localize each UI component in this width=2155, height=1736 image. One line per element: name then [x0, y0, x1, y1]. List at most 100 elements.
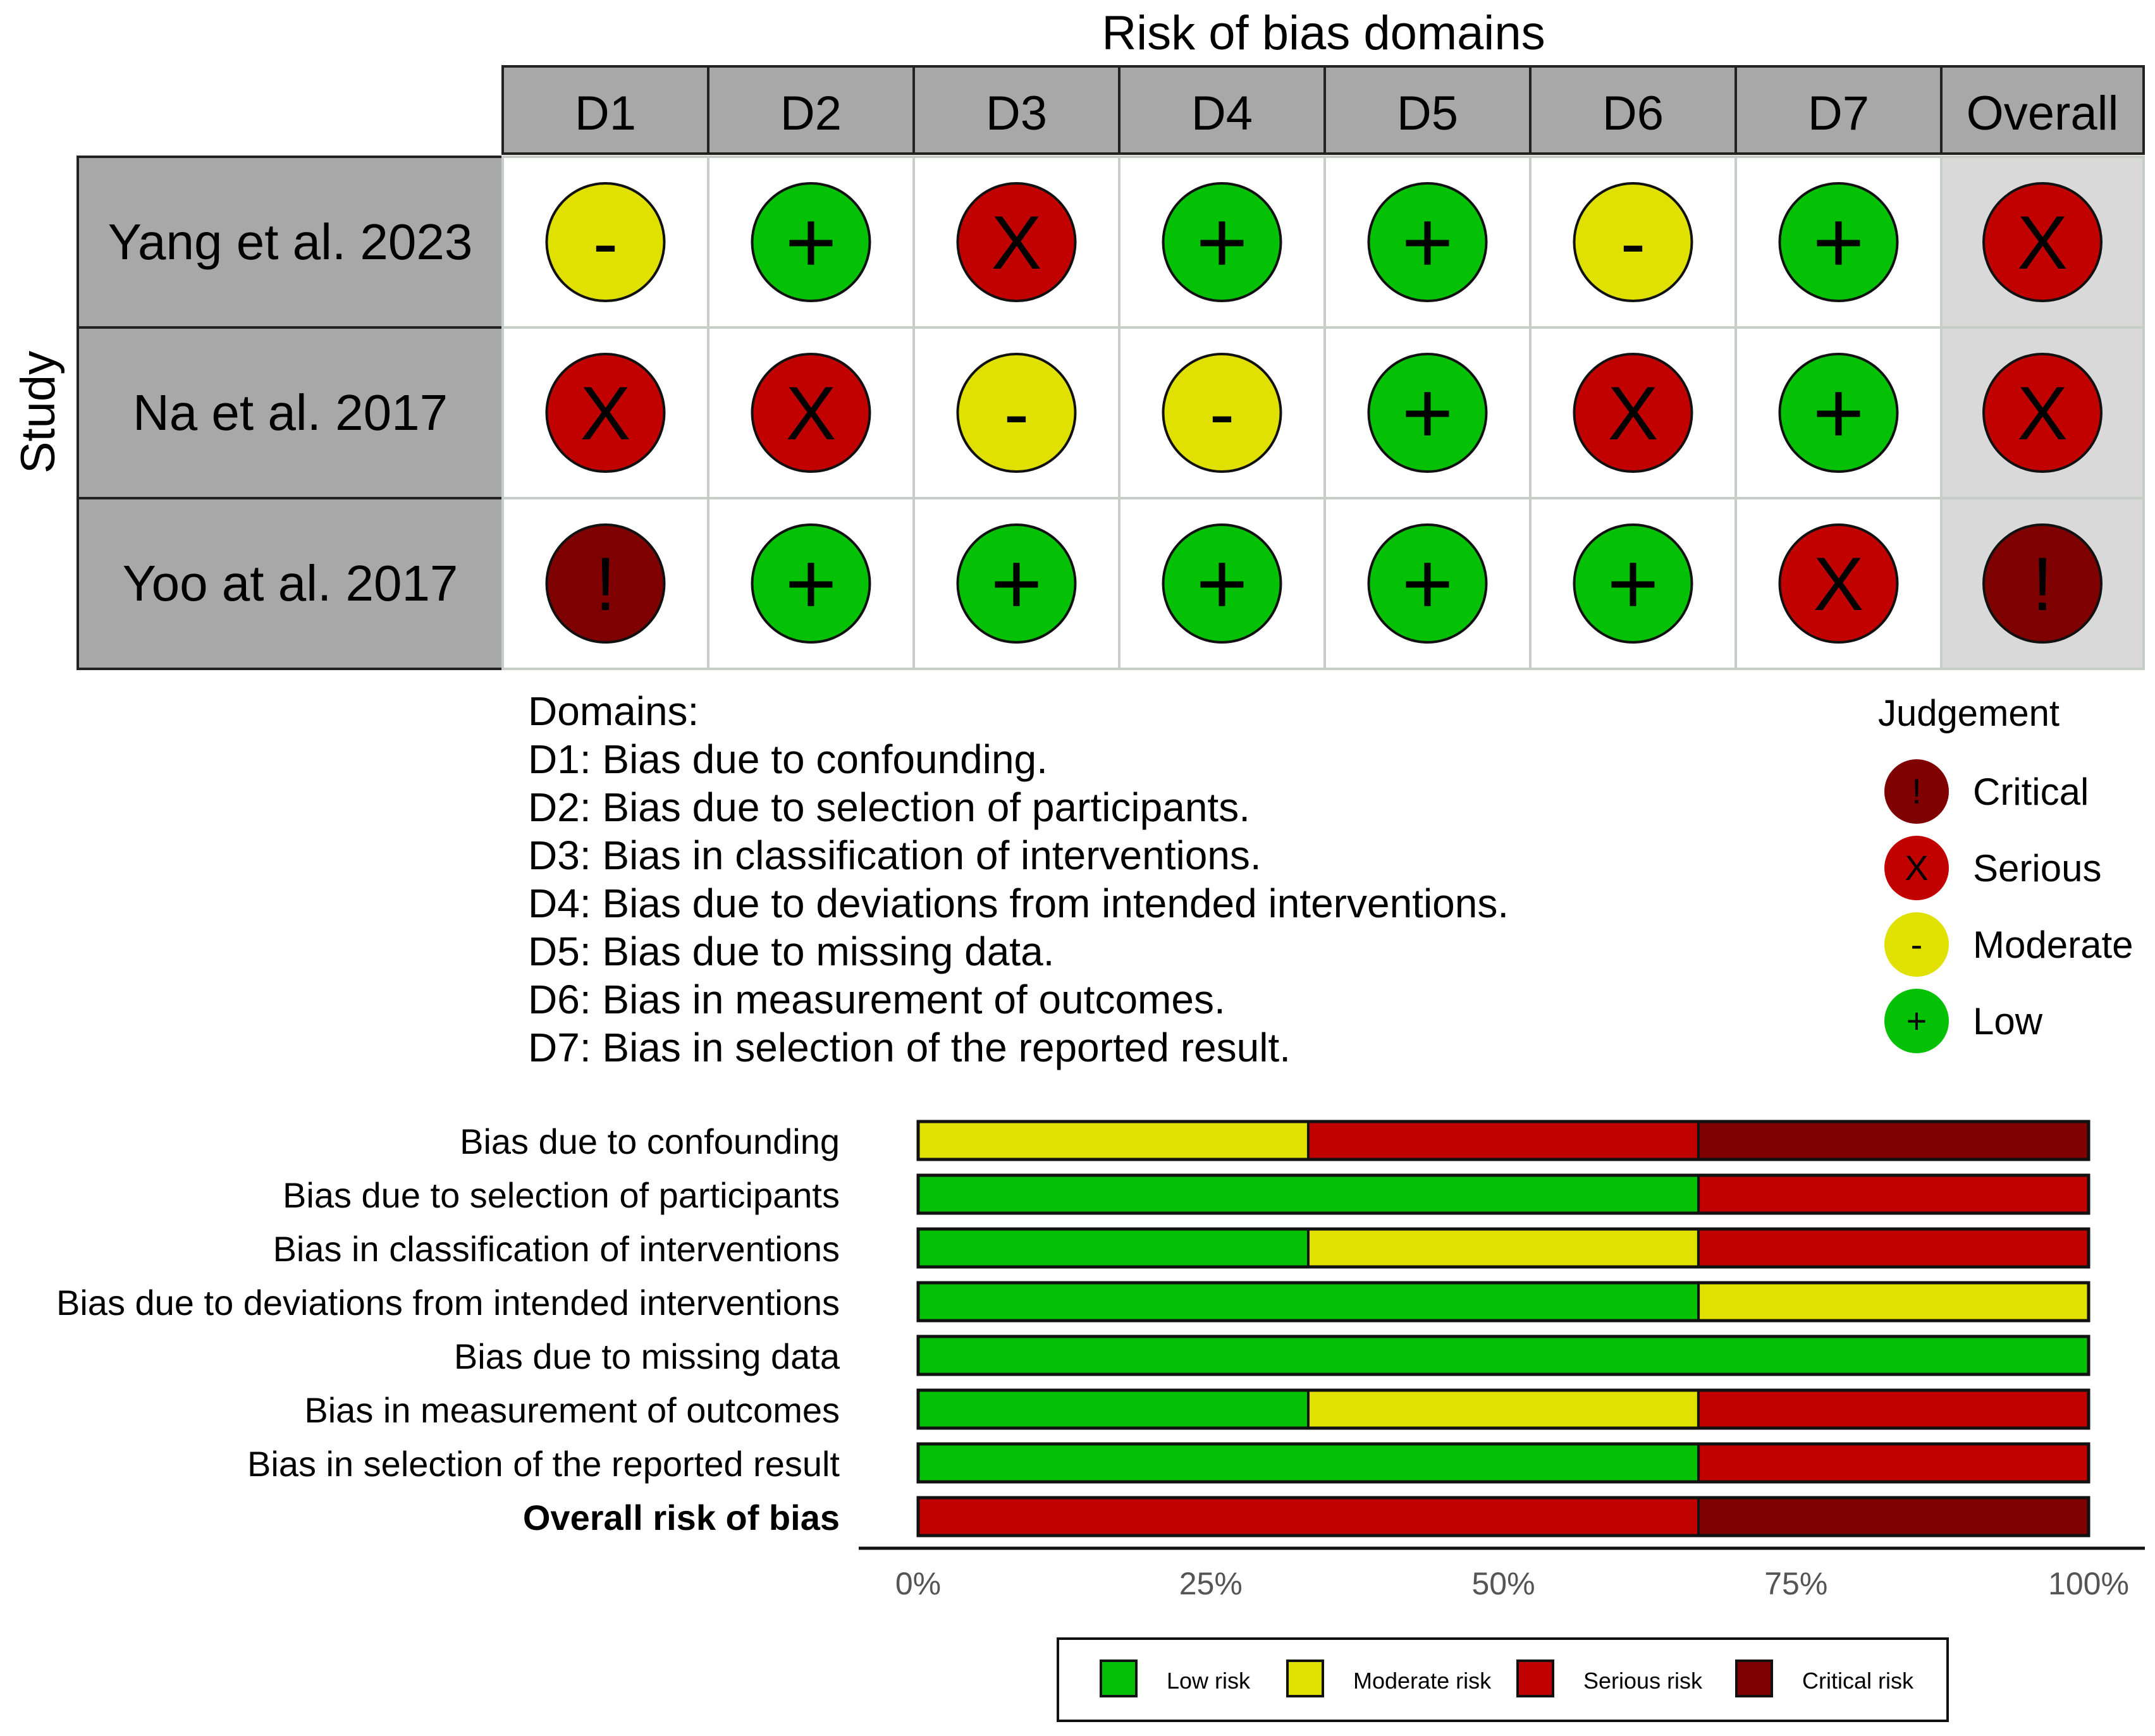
judgement-symbol — [1367, 182, 1488, 302]
judgement-legend-label: Critical — [1973, 771, 2089, 813]
bar-segment — [1308, 1390, 1698, 1428]
risk-legend-label: Moderate risk — [1353, 1668, 1492, 1694]
bar-segment — [1308, 1122, 1698, 1159]
summary-bars: Bias due to confounding Bias due to selec… — [56, 1120, 2091, 1537]
column-header-label: D4 — [1191, 87, 1253, 140]
bar-segment — [1698, 1444, 2089, 1482]
judgement-legend-symbol — [1884, 759, 1949, 824]
judgement-glyph: X — [1813, 542, 1863, 627]
domain-item: D3: Bias in classification of interventi… — [528, 833, 1262, 878]
judgement-glyph: + — [1402, 534, 1454, 633]
study-label: Yang et al. 2023 — [108, 214, 473, 270]
judgement-symbol — [1982, 353, 2103, 473]
judgement-symbol — [1573, 182, 1693, 302]
judgement-symbol — [1573, 523, 1693, 644]
table-rows: Yang et al. 2023 - + X + + - + X Na et al. 2017 X X… — [77, 156, 2145, 670]
bar-outline — [916, 1442, 2091, 1484]
judgement-glyph: ! — [2032, 542, 2053, 627]
judgement-symbol — [751, 182, 871, 302]
category-label: Bias due to deviations from intended int… — [56, 1283, 840, 1323]
column-header-label: D7 — [1808, 87, 1869, 140]
x-tick-label: 100% — [2048, 1566, 2129, 1601]
bar-outline — [916, 1120, 2091, 1161]
bar-segment — [1698, 1498, 2089, 1536]
judgement-glyph: X — [1607, 371, 1658, 456]
judgement-legend-label: Low — [1973, 1000, 2043, 1042]
domain-item: D7: Bias in selection of the reported re… — [528, 1025, 1291, 1070]
bar-segment — [918, 1390, 1308, 1428]
domain-item: D4: Bias due to deviations from intended… — [528, 881, 1509, 926]
column-header-cell — [501, 65, 709, 155]
judgement-glyph: + — [785, 192, 837, 291]
bar-segment — [1698, 1390, 2089, 1428]
category-label: Bias due to selection of participants — [283, 1175, 840, 1215]
column-header-cell — [1940, 65, 2145, 155]
column-header-cell — [1734, 65, 1943, 155]
column-header-label: D3 — [986, 87, 1047, 140]
category-label: Bias in classification of interventions — [273, 1229, 840, 1269]
judgement-legend-symbol — [1884, 912, 1949, 977]
bar-segment — [1308, 1229, 1698, 1267]
judgement-legend-glyph: X — [1905, 848, 1928, 888]
judgement-symbol — [545, 353, 666, 473]
judgement-glyph: - — [1621, 200, 1646, 285]
judgement-symbol — [1367, 523, 1488, 644]
judgement-glyph: + — [1813, 192, 1865, 291]
risk-legend: Low risk Moderate risk Serious risk Critica… — [1057, 1637, 1949, 1722]
column-header-cell — [1323, 65, 1532, 155]
judgement-symbol — [545, 182, 666, 302]
category-label: Bias in selection of the reported result — [247, 1444, 840, 1484]
bar-segment — [918, 1336, 2089, 1374]
judgement-glyph: X — [580, 371, 630, 456]
judgement-glyph: X — [2017, 200, 2068, 285]
judgement-glyph: - — [1004, 371, 1029, 456]
judgement-symbol — [1778, 523, 1899, 644]
judgement-symbol — [1982, 182, 2103, 302]
judgement-glyph: + — [1607, 534, 1659, 633]
judgement-glyph: + — [1813, 363, 1865, 462]
study-label: Na et al. 2017 — [133, 384, 448, 441]
risk-legend-swatch — [1286, 1660, 1324, 1697]
column-header-cell — [1529, 65, 1737, 155]
row-axis-label: Study — [11, 351, 65, 474]
judgement-legend-glyph: ! — [1912, 771, 1922, 811]
judgement-symbol — [1162, 182, 1282, 302]
bar-outline — [916, 1388, 2091, 1430]
x-tick-label: 25% — [1179, 1566, 1243, 1601]
bar-segment — [1698, 1229, 2089, 1267]
column-header-cell — [707, 65, 915, 155]
x-axis: 0% 25% 50% 75% 100% — [859, 1546, 2145, 1601]
judgement-symbol — [1778, 182, 1899, 302]
judgement-symbol — [1778, 353, 1899, 473]
risk-legend-box — [1057, 1637, 1949, 1722]
judgement-symbol — [1162, 523, 1282, 644]
x-tick-label: 75% — [1764, 1566, 1827, 1601]
judgement-glyph: + — [991, 534, 1043, 633]
x-tick-label: 0% — [895, 1566, 941, 1601]
judgement-glyph: ! — [595, 542, 616, 627]
judgement-symbol — [545, 523, 666, 644]
column-header-label: Overall — [1967, 87, 2119, 140]
bar-segment — [918, 1229, 1308, 1267]
risk-legend-swatch — [1735, 1660, 1773, 1697]
column-header-label: D1 — [575, 87, 636, 140]
category-label: Bias due to confounding — [460, 1122, 840, 1161]
domain-item: D5: Bias due to missing data. — [528, 929, 1054, 974]
bar-segment — [1698, 1122, 2089, 1159]
judgement-symbol — [751, 523, 871, 644]
bar-segment — [918, 1498, 1699, 1536]
risk-legend-label: Serious risk — [1583, 1668, 1703, 1694]
domains-heading: Domains: — [528, 688, 699, 734]
judgement-glyph: + — [1196, 534, 1248, 633]
judgement-symbol — [956, 182, 1077, 302]
judgement-legend-label: Moderate — [1973, 924, 2133, 966]
category-label: Overall risk of bias — [523, 1498, 840, 1537]
judgement-legend-symbol — [1884, 989, 1949, 1053]
judgement-symbol — [956, 353, 1077, 473]
bar-segment — [1698, 1175, 2089, 1213]
bar-segment — [918, 1175, 1699, 1213]
judgement-symbol — [1573, 353, 1693, 473]
judgement-symbol — [1367, 353, 1488, 473]
judgement-symbol — [956, 523, 1077, 644]
bar-outline — [916, 1227, 2091, 1269]
